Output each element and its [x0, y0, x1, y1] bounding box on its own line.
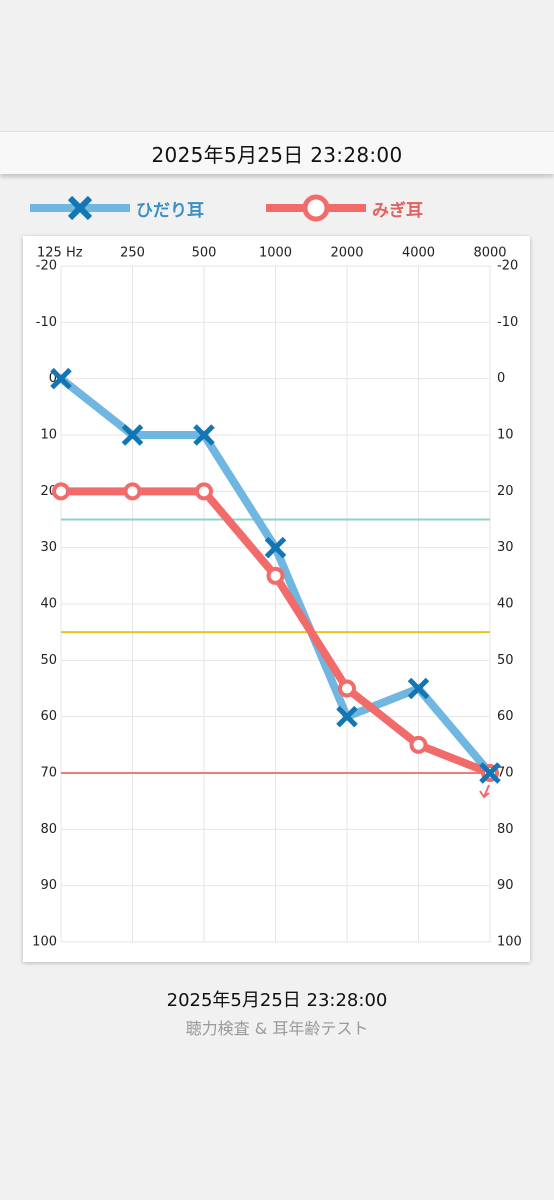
point-left-ear — [336, 705, 358, 728]
y-tick-label-right: 100 — [497, 935, 522, 950]
y-tick-label-left: 100 — [32, 935, 57, 950]
y-tick-label-right: 60 — [497, 709, 514, 724]
y-tick-label-right: 10 — [497, 428, 514, 443]
point-left-ear — [479, 762, 501, 784]
circle-marker-icon — [266, 194, 366, 222]
y-tick-label-left: 60 — [40, 709, 57, 724]
below-range-arrow-icon — [479, 784, 490, 799]
y-tick-label-right: 40 — [497, 597, 514, 612]
y-tick-label-left: 80 — [40, 822, 57, 837]
y-tick-label-left: 70 — [40, 766, 57, 781]
point-right-ear — [195, 482, 213, 501]
y-tick-label-right: -20 — [497, 259, 518, 274]
y-tick-label-right: 30 — [497, 540, 514, 555]
y-tick-label-left: 50 — [40, 653, 57, 668]
point-left-ear — [121, 424, 144, 446]
point-left-ear — [264, 536, 287, 559]
footer-app-name: 聴力検査 & 耳年齢テスト — [185, 1019, 369, 1038]
x-tick-label: 4000 — [402, 246, 435, 261]
y-tick-label-right: 50 — [497, 653, 514, 668]
chart-legend: ひだり耳 みぎ耳 — [0, 190, 554, 226]
y-tick-label-right: 90 — [497, 878, 514, 893]
x-tick-label: 125 Hz — [37, 246, 83, 261]
legend-left-ear-label: ひだり耳 — [136, 200, 204, 221]
point-right-ear — [266, 566, 285, 585]
y-tick-label-left: 40 — [40, 597, 57, 612]
y-tick-label-right: 20 — [497, 484, 514, 499]
x-tick-label: 500 — [192, 246, 217, 261]
y-tick-label-right: 0 — [497, 371, 505, 386]
legend-left-ear: ひだり耳 — [30, 190, 204, 226]
x-tick-label: 250 — [120, 246, 145, 261]
audiogram-chart: 125 Hz 250 500 1000 2000 4000 8000 -20 -20 -10 -10… — [23, 236, 530, 962]
y-tick-label-left: 90 — [40, 878, 57, 893]
y-tick-label-left: -10 — [36, 315, 57, 330]
point-right-ear — [123, 482, 142, 501]
y-tick-label-left: 0 — [49, 371, 57, 386]
header-datetime-bar: 2025年5月25日 23:28:00 — [0, 131, 554, 174]
point-left-ear — [50, 367, 72, 390]
x-tick-label: 2000 — [330, 246, 363, 261]
point-right-ear — [52, 482, 70, 501]
y-tick-label-right: -10 — [497, 315, 518, 330]
y-tick-label-left: 10 — [40, 428, 57, 443]
legend-right-ear: みぎ耳 — [266, 190, 423, 226]
legend-right-ear-label: みぎ耳 — [372, 200, 423, 221]
y-tick-label-right: 70 — [497, 766, 514, 781]
footer-datetime: 2025年5月25日 23:28:00 — [166, 990, 388, 1011]
audiogram-svg: 125 Hz 250 500 1000 2000 4000 8000-20 -20-10 -10… — [32, 246, 522, 950]
x-tick-label: 1000 — [259, 246, 292, 261]
y-tick-label-left: 30 — [40, 540, 57, 555]
cross-marker-icon — [30, 195, 130, 221]
point-left-ear — [407, 677, 430, 700]
y-tick-label-left: -20 — [36, 259, 57, 274]
y-tick-label-right: 80 — [497, 822, 514, 837]
x-tick-label: 8000 — [473, 246, 506, 261]
header-datetime: 2025年5月25日 23:28:00 — [151, 142, 403, 167]
point-right-ear — [338, 679, 356, 698]
point-left-ear — [193, 424, 215, 446]
point-right-ear — [409, 735, 428, 754]
